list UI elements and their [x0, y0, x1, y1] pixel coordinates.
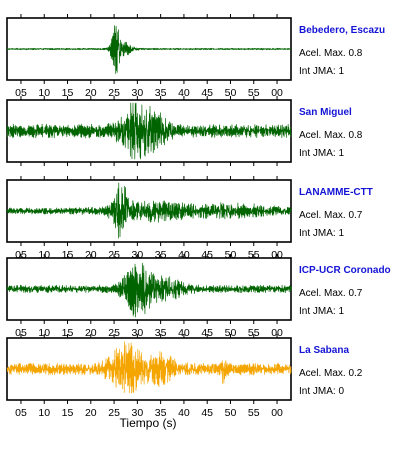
x-tick-label: 40 — [178, 327, 190, 339]
x-tick-label: 25 — [108, 327, 120, 339]
int-jma-label: Int JMA: 1 — [299, 148, 344, 159]
x-tick-label: 15 — [62, 327, 74, 339]
x-tick-label: 00 — [271, 327, 283, 339]
x-tick-label: 35 — [155, 327, 167, 339]
x-tick-label: 30 — [132, 407, 144, 419]
x-tick-label: 25 — [108, 407, 120, 419]
int-jma-label: Int JMA: 0 — [299, 386, 344, 397]
x-tick-label: 35 — [155, 407, 167, 419]
int-jma-label: Int JMA: 1 — [299, 66, 344, 77]
x-tick-label: 40 — [178, 407, 190, 419]
seismogram-panel: San Miguel Acel. Max. 0.8 Int JMA: 1 — [6, 96, 363, 166]
station-name: La Sabana — [299, 345, 349, 356]
x-tick-label: 20 — [85, 327, 97, 339]
x-tick-label: 40 — [178, 87, 190, 99]
panels-group: 05 10 15 20 25 30 35 40 45 50 55 00 Bebedero, Escazu… — [6, 14, 391, 419]
x-tick-label: 20 — [85, 407, 97, 419]
x-tick-label: 15 — [62, 87, 74, 99]
x-tick-label: 10 — [38, 327, 50, 339]
waveform-trace — [6, 102, 292, 160]
x-tick-label: 45 — [201, 87, 213, 99]
x-tick-label: 50 — [225, 407, 237, 419]
acel-max-label: Acel. Max. 0.7 — [299, 210, 363, 221]
seismogram-panel: 05 10 15 20 25 30 35 40 45 50 55 00 ICP-UCR Coronado… — [6, 254, 391, 339]
x-tick-label: 20 — [85, 87, 97, 99]
x-tick-label: 50 — [225, 87, 237, 99]
x-tick-label: 30 — [132, 327, 144, 339]
x-tick-label: 35 — [155, 87, 167, 99]
x-tick-label: 05 — [15, 327, 27, 339]
x-tick-label: 55 — [248, 407, 260, 419]
acel-max-label: Acel. Max. 0.7 — [299, 288, 363, 299]
x-tick-label: 55 — [248, 87, 260, 99]
x-tick-label: 10 — [38, 407, 50, 419]
waveform-trace — [6, 262, 292, 318]
x-tick-label: 45 — [201, 327, 213, 339]
x-tick-label: 15 — [62, 407, 74, 419]
int-jma-label: Int JMA: 1 — [299, 306, 344, 317]
x-tick-label: 10 — [38, 87, 50, 99]
station-name: San Miguel — [299, 107, 352, 118]
seismogram-panel: 05 10 15 20 25 30 35 40 45 50 55 00LANAMME-CTTAcel.… — [6, 176, 373, 261]
waveform-trace — [6, 182, 292, 239]
x-tick-label: 50 — [225, 327, 237, 339]
acel-max-label: Acel. Max. 0.8 — [299, 48, 363, 59]
acel-max-label: Acel. Max. 0.8 — [299, 130, 363, 141]
x-tick-label: 55 — [248, 327, 260, 339]
waveform-trace — [6, 341, 292, 394]
station-name: Bebedero, Escazu — [299, 25, 385, 36]
x-tick-label: 25 — [108, 87, 120, 99]
seismogram-panel: 05 10 15 20 25 30 35 40 45 50 55 00 La Sabana Acel. M… — [6, 334, 363, 419]
x-tick-label: 30 — [132, 87, 144, 99]
station-name: LANAMME-CTT — [299, 187, 373, 198]
int-jma-label: Int JMA: 1 — [299, 228, 344, 239]
acel-max-label: Acel. Max. 0.2 — [299, 368, 363, 379]
x-axis-label: Tiempo (s) — [120, 416, 177, 430]
x-tick-label: 05 — [15, 87, 27, 99]
waveform-trace — [6, 25, 292, 74]
x-tick-label: 00 — [271, 407, 283, 419]
seismogram-panel: 05 10 15 20 25 30 35 40 45 50 55 00 Bebedero, Escazu… — [6, 14, 385, 99]
station-name: ICP-UCR Coronado — [299, 265, 391, 276]
x-tick-label: 00 — [271, 87, 283, 99]
x-tick-label: 45 — [201, 407, 213, 419]
x-tick-label: 05 — [15, 407, 27, 419]
